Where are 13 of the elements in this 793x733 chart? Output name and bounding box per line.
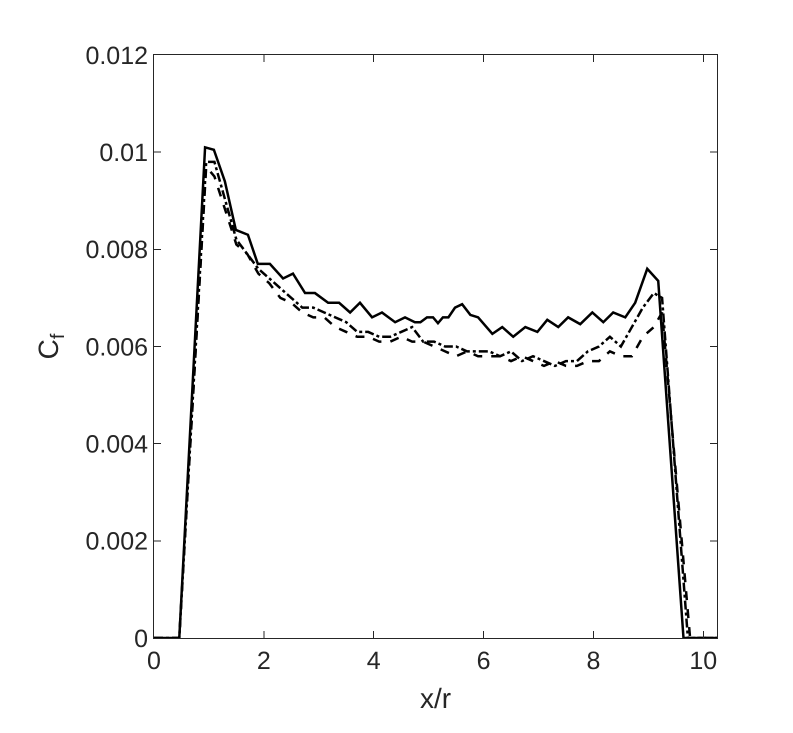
y-tick-label: 0.004	[85, 430, 148, 458]
y-tick-label: 0	[134, 624, 148, 653]
x-tick-label: 4	[366, 647, 381, 675]
y-tick-label: 0.002	[85, 528, 148, 556]
x-tick-label: 2	[256, 647, 271, 675]
x-tick-label: 6	[476, 647, 491, 675]
x-tick-label: 10	[689, 647, 718, 675]
x-tick-label: 8	[586, 647, 600, 675]
y-tick-label: 0.006	[85, 333, 148, 362]
y-tick-label: 0.01	[99, 138, 148, 167]
y-tick-label: 0.012	[85, 42, 148, 70]
y-tick-label: 0.008	[85, 236, 148, 264]
x-axis-title: x/r	[420, 683, 452, 714]
